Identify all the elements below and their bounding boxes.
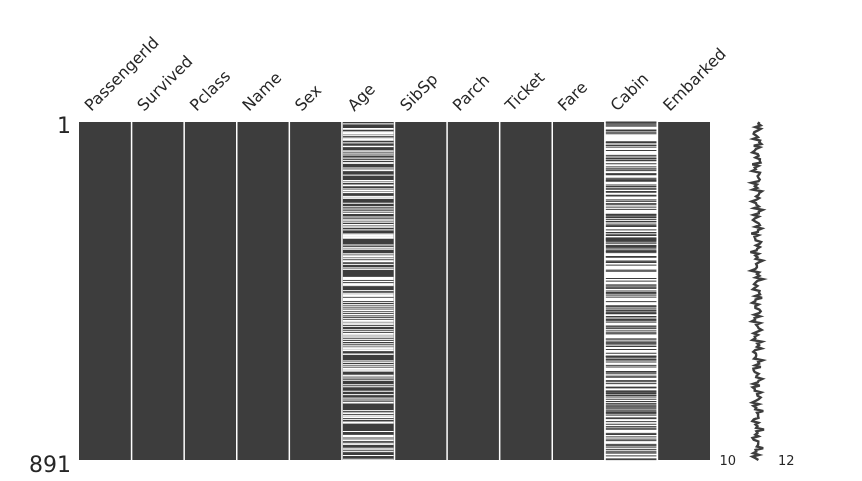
matrix-column-sibsp: [394, 122, 448, 460]
column-header-name: Name: [238, 68, 285, 115]
column-header-ticket: Ticket: [501, 68, 549, 116]
matrix-column-parch: [447, 122, 500, 460]
column-header-fare: Fare: [554, 78, 591, 115]
column-header-embarked: Embarked: [659, 44, 730, 115]
matrix-column-name: [236, 122, 290, 460]
completeness-sparkline: [746, 121, 768, 462]
matrix-column-embarked: [657, 122, 710, 460]
sparkline-path: [746, 121, 768, 462]
row-label-last: 891: [29, 453, 71, 478]
column-header-sibsp: SibSp: [396, 70, 441, 115]
column-header-pclass: Pclass: [186, 66, 234, 114]
matrix-column-pclass: [184, 122, 237, 460]
sparkline-label-min: 10: [719, 454, 736, 469]
column-header-parch: Parch: [449, 70, 493, 114]
matrix-column-fare: [552, 122, 605, 460]
sparkline-label-max: 12: [778, 454, 795, 469]
column-header-age: Age: [344, 80, 379, 115]
row-label-first: 1: [57, 114, 71, 139]
matrix-columns: [79, 122, 710, 460]
column-header-sex: Sex: [291, 81, 325, 115]
matrix-column-sex: [289, 122, 342, 460]
missing-value-lines: [342, 121, 657, 461]
matrix-column-passengerid: [79, 122, 132, 460]
matrix-column-ticket: [499, 122, 553, 460]
matrix-column-survived: [131, 122, 185, 460]
column-header-cabin: Cabin: [607, 69, 653, 115]
